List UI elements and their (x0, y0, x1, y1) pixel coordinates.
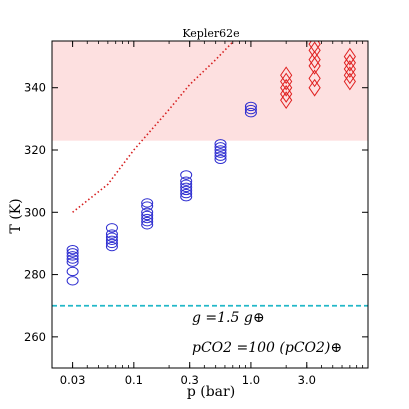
data-point-circle (180, 170, 193, 180)
data-point-circle (105, 238, 118, 249)
data-point-diamond (343, 47, 356, 66)
dotted-curve (72, 41, 235, 213)
data-point-circle (141, 198, 154, 208)
data-point-circle (141, 216, 154, 227)
data-point-diamond (280, 91, 293, 110)
data-point-circle (141, 201, 154, 211)
data-point-circle (66, 276, 79, 286)
x-tick-label: 3.0 (298, 373, 316, 387)
data-point-circle (66, 248, 79, 258)
data-point-diamond (308, 41, 321, 60)
marker-group (66, 41, 356, 286)
data-point-circle (214, 145, 227, 155)
data-point-circle (141, 213, 154, 224)
data-point-circle (66, 257, 79, 267)
data-point-circle (105, 241, 118, 252)
data-point-circle (141, 220, 154, 230)
data-point-circle (244, 107, 257, 118)
x-tick-label: 1.0 (242, 373, 260, 387)
data-point-circle (105, 229, 118, 239)
data-point-diamond (343, 72, 356, 91)
data-point-diamond (280, 78, 293, 97)
annotation-gravity: g =1.5 g⊕ (192, 310, 265, 326)
y-tick-label: 300 (24, 205, 46, 219)
y-tick-label: 260 (24, 330, 46, 344)
data-point-circle (141, 210, 154, 221)
data-point-circle (244, 101, 257, 112)
y-axis-label: T (K) (8, 198, 24, 233)
habitable-band (52, 41, 368, 141)
data-point-circle (105, 223, 118, 233)
data-point-circle (180, 185, 193, 196)
y-tick-label: 320 (24, 143, 46, 157)
y-tick-label: 340 (24, 81, 46, 95)
data-point-diamond (343, 53, 356, 72)
data-point-diamond (280, 66, 293, 85)
data-point-circle (180, 179, 193, 189)
chart-title: Kepler62e (182, 27, 239, 40)
data-point-diamond (308, 57, 321, 75)
data-point-diamond (280, 72, 293, 91)
x-tick-label: 0.1 (125, 373, 143, 387)
x-tick-label: 0.3 (181, 373, 199, 387)
data-point-circle (214, 151, 227, 161)
data-point-circle (105, 235, 118, 246)
data-point-circle (180, 182, 193, 193)
data-point-diamond (280, 85, 293, 103)
data-point-circle (214, 139, 227, 149)
data-point-circle (66, 244, 79, 255)
data-point-circle (214, 142, 227, 152)
data-point-diamond (343, 60, 356, 78)
data-point-circle (180, 188, 193, 199)
data-point-circle (66, 251, 79, 261)
data-point-circle (244, 104, 257, 115)
y-tick-label: 280 (24, 268, 46, 282)
data-point-circle (66, 266, 79, 277)
data-point-circle (105, 232, 118, 242)
data-point-diamond (308, 69, 321, 88)
data-point-diamond (343, 66, 356, 85)
data-point-circle (141, 207, 154, 217)
data-point-circle (180, 176, 193, 186)
data-point-circle (214, 154, 227, 165)
x-tick-label: 0.03 (60, 373, 86, 387)
annotation-co2: pCO2 =100 (pCO2)⊕ (192, 340, 342, 356)
data-point-diamond (308, 50, 321, 69)
data-point-circle (214, 148, 227, 158)
data-point-circle (66, 254, 79, 264)
x-axis-label: p (bar) (187, 384, 235, 400)
data-point-circle (180, 192, 193, 202)
plot-frame (51, 40, 369, 369)
data-point-diamond (308, 78, 321, 97)
